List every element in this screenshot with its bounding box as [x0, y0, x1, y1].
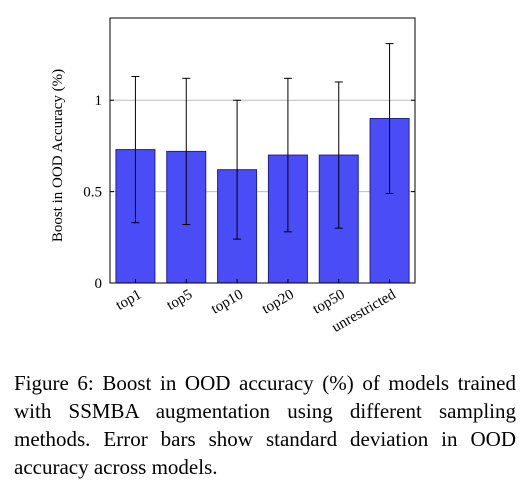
- y-tick-label: 0: [95, 276, 103, 292]
- error-bar-unrestricted: [385, 43, 394, 194]
- error-bar-top5: [182, 77, 191, 226]
- y-ticks: 00.51: [83, 93, 415, 292]
- axes-frame: [109, 17, 416, 284]
- error-bar-top1: [131, 75, 140, 224]
- bars: [115, 118, 410, 284]
- error-bar-top50: [334, 81, 343, 229]
- error-bars: [131, 43, 394, 240]
- error-bar-top10: [233, 99, 242, 240]
- x-tick-label-top50: top50: [310, 287, 348, 318]
- x-tick-label-top20: top20: [259, 287, 297, 318]
- error-bar-top20: [283, 77, 292, 233]
- bar-chart: 00.51 top1 top5 top10 top20 top50unrestricte…: [50, 17, 416, 336]
- x-tick-label-top5: top5: [164, 287, 195, 314]
- y-tick-label: 0.5: [83, 185, 102, 201]
- grid-lines: [110, 99, 415, 193]
- figure-caption: Figure 6: Boost in OOD accuracy (%) of m…: [14, 371, 516, 479]
- y-tick-label: 1: [95, 93, 103, 109]
- x-tick-label-top10: top10: [208, 287, 246, 318]
- y-axis-label: Boost in OOD Accuracy (%): [50, 69, 66, 242]
- x-tick-label-top1: top1: [113, 287, 144, 314]
